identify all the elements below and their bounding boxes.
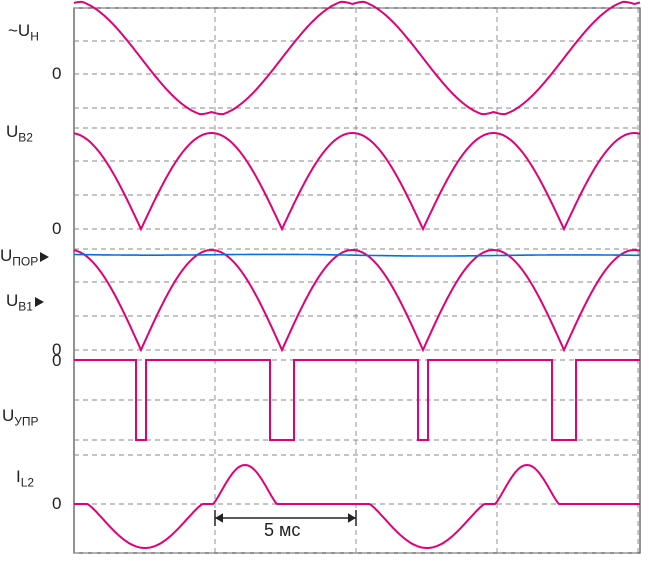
time-scale-label: 5 мс — [264, 520, 300, 541]
label-uh-sub: Н — [30, 29, 39, 43]
label-upor-sub: ПОР — [12, 254, 38, 268]
label-ub1-sub: В1 — [18, 299, 33, 313]
label-uh: ~UН — [8, 21, 39, 43]
label-ub2-zero: 0 — [52, 219, 61, 239]
arrow-right-icon — [35, 297, 44, 307]
arrow-right-icon — [40, 252, 49, 262]
oscilloscope-waveforms-figure: ~UН 0 UВ2 0 UПОР UВ1 0 0 UУПР IL2 0 5 мс — [0, 0, 649, 558]
label-uctrl: UУПР — [2, 406, 39, 428]
label-uctrl-sub: УПР — [14, 414, 38, 428]
label-il2-zero: 0 — [52, 494, 61, 514]
label-upor: UПОР — [0, 246, 49, 268]
chart-svg — [0, 0, 649, 558]
label-ub1: UВ1 — [6, 291, 44, 313]
label-il2: IL2 — [16, 467, 34, 489]
label-uh-zero: 0 — [52, 64, 61, 84]
label-ub2: UВ2 — [6, 122, 33, 144]
label-il2-sub: L2 — [21, 475, 34, 489]
label-uctrl-zero: 0 — [52, 351, 61, 371]
label-ub2-sub: В2 — [18, 130, 33, 144]
